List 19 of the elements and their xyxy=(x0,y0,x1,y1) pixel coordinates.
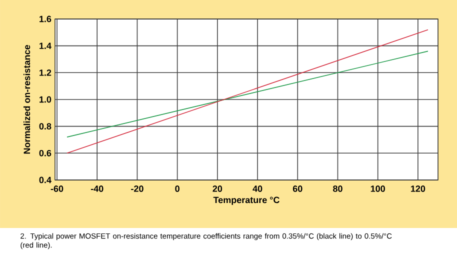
x-tick-label: 20 xyxy=(212,186,222,192)
x-tick-label: 120 xyxy=(411,186,426,192)
y-tick-label: 1.4 xyxy=(40,42,52,49)
y-tick-label: 0.8 xyxy=(39,123,52,130)
x-tick-label: 0 xyxy=(175,186,180,192)
x-tick-label: 40 xyxy=(252,186,262,192)
y-tick-label: 1.6 xyxy=(40,16,52,22)
y-tick-label: 0.6 xyxy=(39,150,52,156)
x-tick-label: -40 xyxy=(90,186,104,192)
x-axis-title: Temperature °C xyxy=(213,196,280,205)
x-tick-label: 60 xyxy=(292,186,302,192)
x-tick-label: -20 xyxy=(131,186,144,192)
x-tick-label: 100 xyxy=(370,186,385,192)
y-axis-title: Normalized on-resistance xyxy=(23,45,30,154)
x-tick-label: -60 xyxy=(50,186,64,192)
y-tick-label: 1.0 xyxy=(40,96,52,103)
x-tick-label: 80 xyxy=(333,186,342,192)
y-tick-label: 1.2 xyxy=(40,70,52,76)
y-tick-label: 0.4 xyxy=(39,176,52,184)
